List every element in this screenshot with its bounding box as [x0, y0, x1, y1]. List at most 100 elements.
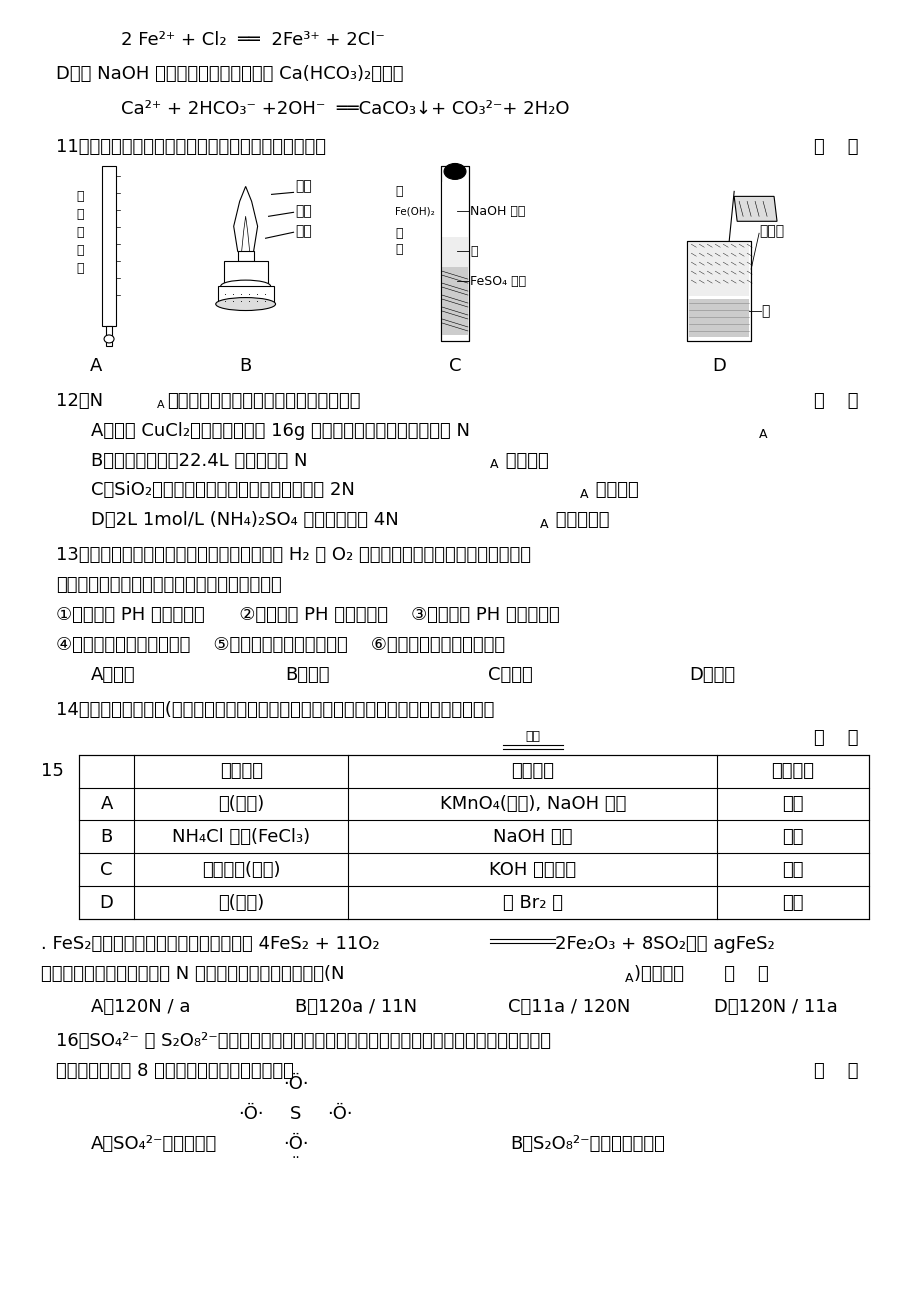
- Text: .: .: [232, 287, 235, 298]
- Text: .: .: [248, 287, 251, 298]
- Text: B．120a / 11N: B．120a / 11N: [295, 998, 417, 1015]
- Text: 不纯物质: 不纯物质: [220, 762, 263, 780]
- Text: 分液: 分液: [781, 861, 803, 879]
- Text: D．六种: D．六种: [688, 666, 734, 684]
- Bar: [440, 166, 469, 341]
- Text: Ca²⁺ + 2HCO₃⁻ +2OH⁻  ══CaCO₃↓+ CO₃²⁻+ 2H₂O: Ca²⁺ + 2HCO₃⁻ +2OH⁻ ══CaCO₃↓+ CO₃²⁻+ 2H₂…: [121, 100, 569, 117]
- Text: ··: ··: [290, 1152, 300, 1166]
- Text: 管: 管: [76, 261, 84, 274]
- Text: 该溶液（与电解前同温度）的说法中，正确的有: 该溶液（与电解前同温度）的说法中，正确的有: [56, 576, 281, 594]
- Text: .: .: [240, 287, 243, 298]
- Text: D．2L 1mol/L (NH₄)₂SO₄ 的溶液中含有 4N: D．2L 1mol/L (NH₄)₂SO₄ 的溶液中含有 4N: [91, 511, 399, 529]
- Text: A: A: [157, 399, 165, 410]
- Text: KOH 溶液，水: KOH 溶液，水: [489, 861, 575, 879]
- Text: Fe(OH)₂: Fe(OH)₂: [395, 207, 435, 216]
- Bar: [237, 251, 254, 261]
- Text: 过滤: 过滤: [781, 828, 803, 846]
- Text: 个铵根离子: 个铵根离子: [550, 511, 608, 529]
- Text: 个共价键: 个共价键: [589, 481, 638, 499]
- Bar: [223, 261, 267, 286]
- Text: 乙酸乙酯(乙酸): 乙酸乙酯(乙酸): [201, 861, 280, 879]
- Bar: [106, 326, 112, 346]
- Text: .: .: [224, 287, 227, 298]
- Text: C: C: [448, 358, 460, 374]
- Text: A: A: [539, 517, 548, 530]
- Text: 表示阿伏加德罗常数，下列说法正确的是: 表示阿伏加德罗常数，下列说法正确的是: [166, 391, 360, 410]
- Text: 焰心: 焰心: [295, 204, 312, 218]
- Ellipse shape: [104, 335, 114, 343]
- Text: ·Ö·: ·Ö·: [327, 1105, 353, 1123]
- Text: .: .: [264, 287, 267, 298]
- Text: .: .: [264, 294, 267, 304]
- Text: 滴: 滴: [76, 226, 84, 239]
- Text: 内焰: 内焰: [295, 225, 312, 238]
- Text: A．三种: A．三种: [91, 666, 136, 684]
- Bar: [441, 268, 468, 335]
- Text: A: A: [758, 428, 766, 441]
- Text: （    ）: （ ）: [813, 138, 857, 156]
- Text: 制: 制: [395, 185, 403, 198]
- Text: A: A: [490, 458, 498, 471]
- Text: 外层电子均满足 8 电子结构。下列说法正确的是: 外层电子均满足 8 电子结构。下列说法正确的是: [56, 1062, 294, 1080]
- Ellipse shape: [444, 164, 466, 179]
- Text: NH₄Cl 溶液(FeCl₃): NH₄Cl 溶液(FeCl₃): [172, 828, 310, 846]
- Text: )可表示为       （    ）: )可表示为 （ ）: [634, 965, 768, 983]
- Text: 过滤: 过滤: [781, 893, 803, 911]
- Text: C．11a / 120N: C．11a / 120N: [507, 998, 630, 1015]
- Text: C．SiO₂晶体中每摩尔硅原子可与氧原子形成 2N: C．SiO₂晶体中每摩尔硅原子可与氧原子形成 2N: [91, 481, 355, 499]
- Text: B: B: [239, 358, 252, 374]
- Text: A．120N / a: A．120N / a: [91, 998, 190, 1015]
- Bar: [441, 238, 468, 268]
- Text: C．五种: C．五种: [487, 666, 532, 684]
- Text: 除杂试剂: 除杂试剂: [511, 762, 553, 780]
- Text: 在空气中充分燃烧，并转移 N 个电子，则阿伏加德罗常数(N: 在空气中充分燃烧，并转移 N 个电子，则阿伏加德罗常数(N: [41, 965, 345, 983]
- Text: 2Fe₂O₃ + 8SO₂，若 agFeS₂: 2Fe₂O₃ + 8SO₂，若 agFeS₂: [554, 935, 774, 953]
- Text: S: S: [289, 1105, 301, 1123]
- Text: 高温: 高温: [525, 731, 539, 744]
- Text: 16．SO₄²⁻ 和 S₂O₈²⁻结构中，硫原子均位于由氧原子组成的四面体的中心，且所有原子的最: 16．SO₄²⁻ 和 S₂O₈²⁻结构中，硫原子均位于由氧原子组成的四面体的中心…: [56, 1032, 550, 1050]
- Text: 苯: 苯: [470, 244, 477, 257]
- Text: 2 Fe²⁺ + Cl₂  ══  2Fe³⁺ + 2Cl⁻: 2 Fe²⁺ + Cl₂ ══ 2Fe³⁺ + 2Cl⁻: [121, 31, 384, 49]
- Text: 14．为提纯下列物质(括号内为少量杂质），所选用的除杂试剂与主要分离方法都正确的是: 14．为提纯下列物质(括号内为少量杂质），所选用的除杂试剂与主要分离方法都正确的…: [56, 701, 494, 719]
- Text: B．标准状况下，22.4L 氮气中含有 N: B．标准状况下，22.4L 氮气中含有 N: [91, 451, 307, 469]
- Text: A: A: [624, 971, 632, 984]
- Text: .: .: [232, 294, 235, 304]
- Polygon shape: [733, 196, 777, 221]
- Text: C: C: [100, 861, 113, 879]
- Text: A．电解 CuCl₂溶液，阴极析出 16g 铜时，电极上转移的电子数为 N: A．电解 CuCl₂溶液，阴极析出 16g 铜时，电极上转移的电子数为 N: [91, 421, 470, 439]
- Bar: [686, 242, 750, 341]
- Bar: [688, 299, 748, 337]
- Text: A．SO₄²⁻的电子式为: A．SO₄²⁻的电子式为: [91, 1135, 217, 1153]
- Text: 13．用惰性电极电解某溶液时，发现两极只有 H₂ 和 O₂ 生成。则电解一段时间后，下列有关: 13．用惰性电极电解某溶液时，发现两极只有 H₂ 和 O₂ 生成。则电解一段时间…: [56, 546, 530, 564]
- Ellipse shape: [221, 280, 270, 292]
- Bar: [441, 182, 468, 237]
- Text: 苯(苯酚): 苯(苯酚): [218, 893, 264, 911]
- Text: B: B: [100, 828, 112, 846]
- Text: D: D: [99, 893, 113, 911]
- Text: B．S₂O₈²⁻中没有非极性键: B．S₂O₈²⁻中没有非极性键: [509, 1135, 664, 1153]
- Text: （    ）: （ ）: [813, 729, 857, 746]
- Text: .: .: [255, 294, 259, 304]
- Bar: [218, 286, 273, 304]
- Text: ④该溶液的浓度可能增大；    ⑤该溶液的浓度可能不变；    ⑥该溶液的浓度可能减小。: ④该溶液的浓度可能增大； ⑤该溶液的浓度可能不变； ⑥该溶液的浓度可能减小。: [56, 636, 505, 654]
- Text: FeSO₄ 溶液: FeSO₄ 溶液: [470, 274, 526, 287]
- Text: .: .: [248, 294, 251, 304]
- Bar: [102, 166, 116, 326]
- Text: 方: 方: [395, 226, 403, 239]
- Ellipse shape: [215, 298, 276, 311]
- Text: . FeS₂在空气中充分燃烧的化学方程式为 4FeS₂ + 11O₂: . FeS₂在空气中充分燃烧的化学方程式为 4FeS₂ + 11O₂: [41, 935, 380, 953]
- Text: 苯(甲苯): 苯(甲苯): [218, 796, 264, 812]
- Text: .: .: [240, 294, 243, 304]
- Text: ·Ö·: ·Ö·: [282, 1075, 308, 1093]
- Text: NaOH 溶液: NaOH 溶液: [470, 205, 525, 218]
- Text: A: A: [100, 796, 113, 812]
- Text: 外焰: 外焰: [295, 179, 312, 194]
- Text: （    ）: （ ）: [813, 391, 857, 410]
- Text: 浓硫酸: 浓硫酸: [758, 225, 783, 238]
- Bar: [79, 755, 868, 919]
- Text: A: A: [579, 488, 587, 500]
- Text: 分离方法: 分离方法: [771, 762, 813, 780]
- Text: ·Ö·: ·Ö·: [282, 1135, 308, 1153]
- Text: 法: 法: [395, 243, 403, 256]
- Text: D．120N / 11a: D．120N / 11a: [713, 998, 837, 1015]
